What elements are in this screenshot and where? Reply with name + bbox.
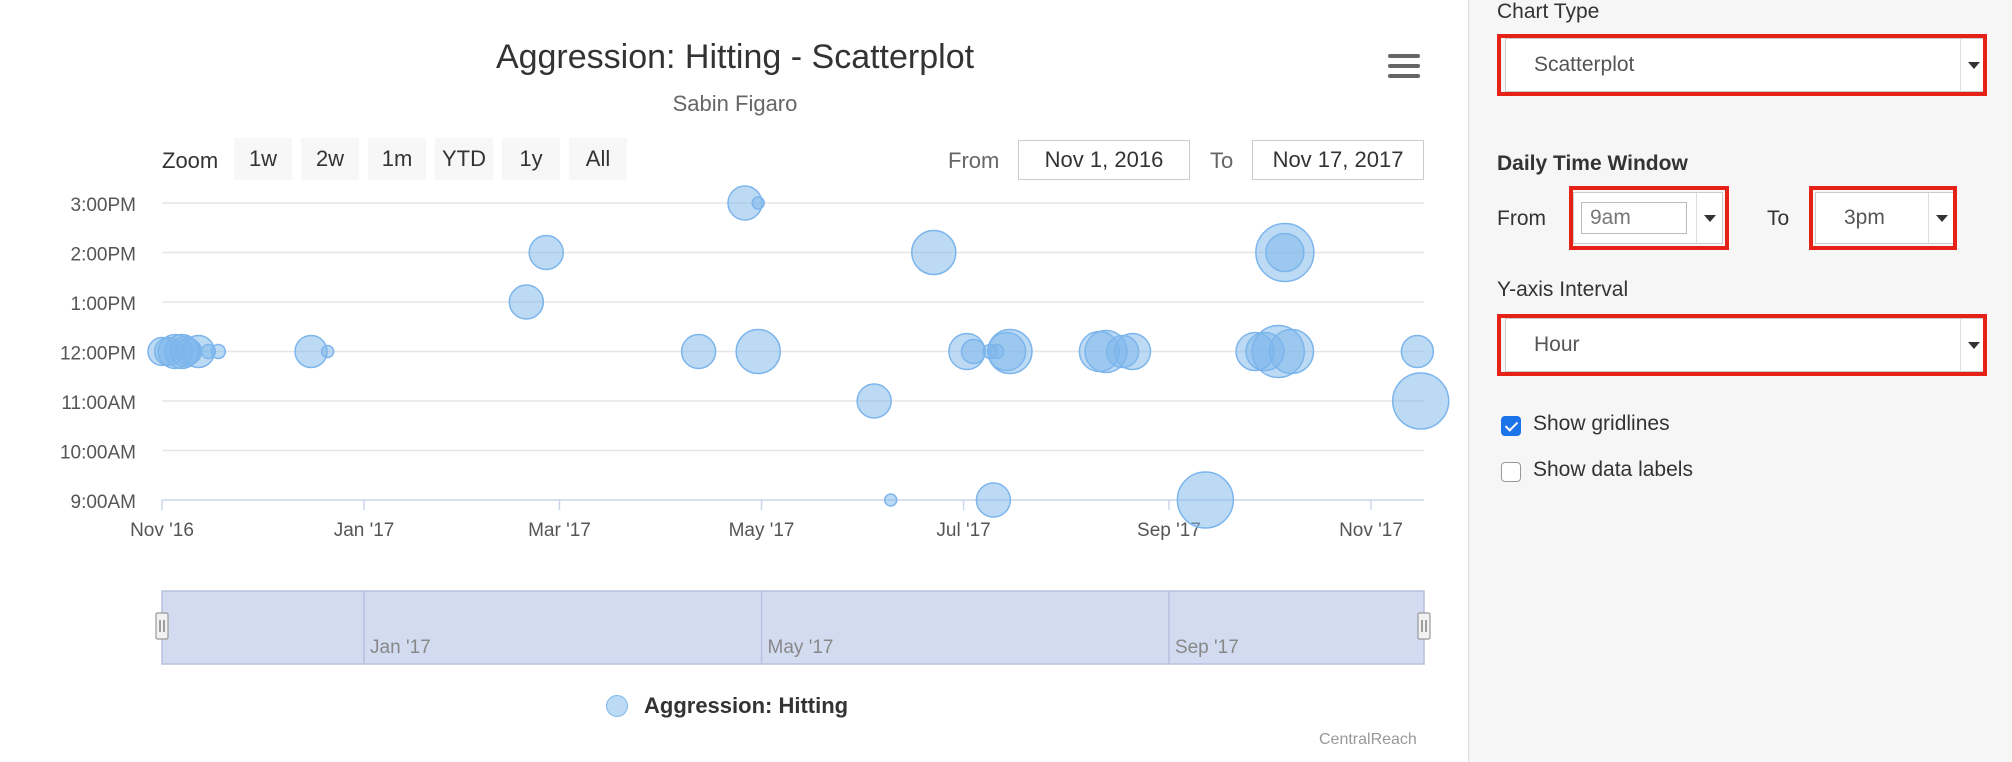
data-point[interactable] xyxy=(960,338,987,365)
daily-from-value[interactable]: 9am xyxy=(1581,202,1687,234)
legend-label: Aggression: Hitting xyxy=(644,693,849,718)
chart-type-label: Chart Type xyxy=(1497,0,1600,23)
data-point[interactable] xyxy=(987,328,1033,375)
y-axis-interval-select[interactable]: Hour xyxy=(1505,318,1987,372)
data-point[interactable] xyxy=(528,234,564,271)
show-gridlines-label[interactable]: Show gridlines xyxy=(1533,412,1670,435)
legend-marker-icon xyxy=(606,695,628,717)
data-point[interactable] xyxy=(883,493,898,507)
x-tick-label: Mar '17 xyxy=(528,520,591,541)
chart-subtitle: Sabin Figaro xyxy=(672,91,798,116)
show-data-labels-label[interactable]: Show data labels xyxy=(1533,458,1693,481)
navigator-left-handle[interactable] xyxy=(155,612,169,640)
chart-menu-icon[interactable] xyxy=(1388,54,1420,78)
data-point[interactable] xyxy=(680,333,717,370)
handle-body xyxy=(1417,612,1431,640)
data-point[interactable] xyxy=(1391,372,1450,430)
x-tick-label: Nov '16 xyxy=(130,520,194,541)
data-point[interactable] xyxy=(508,284,545,320)
data-point[interactable] xyxy=(1176,471,1235,529)
show-data-labels-checkbox[interactable] xyxy=(1501,462,1521,482)
zoom-2w-button[interactable]: 2w xyxy=(301,138,359,180)
range-to-input[interactable]: Nov 17, 2017 xyxy=(1252,140,1424,180)
chart-title: Aggression: Hitting - Scatterplot xyxy=(495,38,975,76)
chevron-down-icon xyxy=(1960,39,1986,91)
chevron-down-icon xyxy=(1960,319,1986,371)
data-point[interactable] xyxy=(856,383,892,419)
daily-to-label: To xyxy=(1767,207,1790,230)
show-gridlines-checkbox[interactable] xyxy=(1501,416,1521,436)
y-tick-label: 12:00PM xyxy=(60,344,136,365)
y-tick-label: 3:00PM xyxy=(71,195,136,216)
data-point[interactable] xyxy=(1265,232,1305,273)
navigator-mask xyxy=(161,590,1425,665)
navigator-label: May '17 xyxy=(768,637,834,658)
handle-body xyxy=(155,612,169,640)
y-axis-labels: 3:00PM 2:00PM 1:00PM 12:00PM 11:00AM 10:00AM 9… xyxy=(60,195,136,513)
y-axis-interval-label: Y-axis Interval xyxy=(1497,278,1629,301)
navigator-label: Jan '17 xyxy=(370,637,431,658)
x-tick-label: Jan '17 xyxy=(334,520,395,541)
y-tick-label: 2:00PM xyxy=(71,245,136,266)
data-point[interactable] xyxy=(975,482,1012,518)
daily-to-value: 3pm xyxy=(1844,206,1885,229)
zoom-1w-button[interactable]: 1w xyxy=(234,138,292,180)
zoom-1y-button[interactable]: 1y xyxy=(502,138,560,180)
zoom-all-button[interactable]: All xyxy=(569,138,627,180)
range-from-input[interactable]: Nov 1, 2016 xyxy=(1018,140,1190,180)
zoom-label: Zoom xyxy=(162,148,219,173)
x-tick-label: Nov '17 xyxy=(1339,520,1403,541)
data-point[interactable] xyxy=(1268,328,1315,375)
daily-from-label: From xyxy=(1497,207,1546,230)
chart-type-select[interactable]: Scatterplot xyxy=(1505,38,1987,92)
chart-area: Aggression: Hitting - Scatterplot Sabin … xyxy=(59,38,1450,748)
chevron-down-icon xyxy=(1928,193,1954,243)
x-axis: Nov '16 Jan '17 Mar '17 May '17 Jul '17 Sep '… xyxy=(130,499,1424,541)
chevron-down-icon xyxy=(1696,193,1722,243)
navigator[interactable]: Jan '17 May '17 Sep '17 xyxy=(155,590,1431,665)
chart-type-value: Scatterplot xyxy=(1534,53,1635,76)
range-to-label: To xyxy=(1210,148,1234,173)
daily-time-window-heading: Daily Time Window xyxy=(1497,152,1688,175)
daily-from-select[interactable]: 9am xyxy=(1573,192,1723,244)
data-point[interactable] xyxy=(210,343,227,360)
data-points[interactable] xyxy=(147,185,1450,529)
gridlines xyxy=(162,202,1424,452)
y-tick-label: 9:00AM xyxy=(71,492,136,513)
y-tick-label: 1:00PM xyxy=(71,294,136,315)
x-tick-label: Sep '17 xyxy=(1137,520,1201,541)
y-tick-label: 11:00AM xyxy=(61,393,136,414)
chart-credit[interactable]: CentralReach xyxy=(1319,731,1417,748)
y-tick-label: 10:00AM xyxy=(60,443,136,464)
scatter-plot: 3:00PM 2:00PM 1:00PM 12:00PM 11:00AM 10:00AM 9… xyxy=(60,185,1450,665)
navigator-label: Sep '17 xyxy=(1175,637,1239,658)
data-point[interactable] xyxy=(320,344,335,359)
navigator-right-handle[interactable] xyxy=(1417,612,1431,640)
zoom-1m-button[interactable]: 1m xyxy=(368,138,426,180)
x-tick-label: May '17 xyxy=(729,520,795,541)
zoom-ytd-button[interactable]: YTD xyxy=(435,138,493,180)
data-point[interactable] xyxy=(911,229,957,276)
range-from-label: From xyxy=(948,148,1000,173)
data-point[interactable] xyxy=(751,196,765,210)
daily-to-select[interactable]: 3pm xyxy=(1815,192,1955,244)
x-tick-label: Jul '17 xyxy=(936,520,990,541)
data-point[interactable] xyxy=(735,328,781,375)
data-point[interactable] xyxy=(1113,332,1152,371)
settings-panel: Chart Type Scatterplot Daily Time Window… xyxy=(1468,0,2012,762)
data-point[interactable] xyxy=(1400,334,1435,369)
y-axis-interval-value: Hour xyxy=(1534,333,1580,356)
